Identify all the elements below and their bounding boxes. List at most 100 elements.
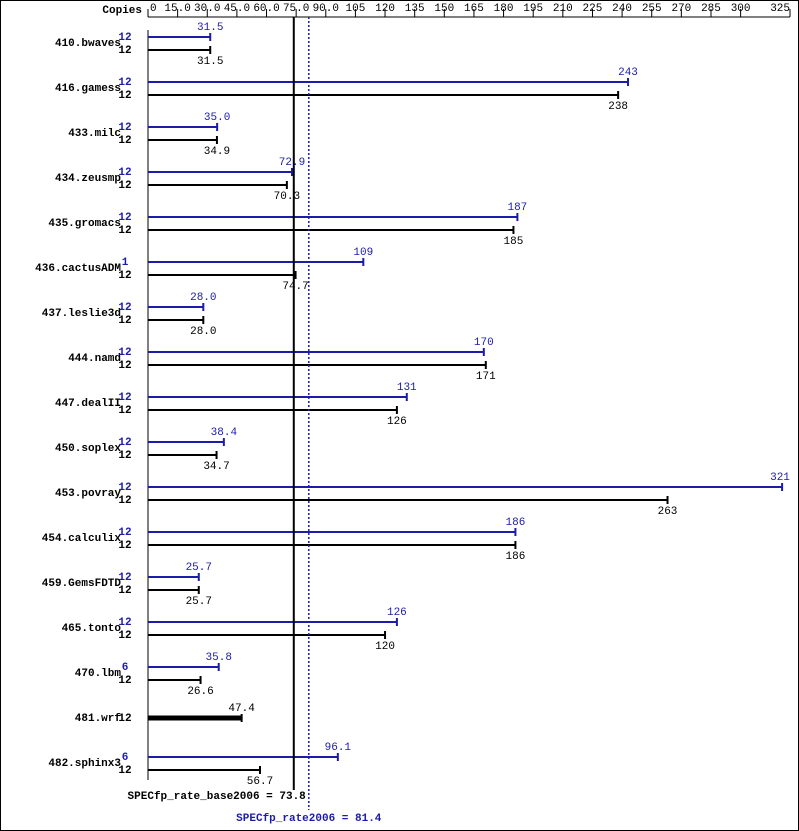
x-tick-label: 90.0 [313,3,339,15]
copies-label: 12 [118,32,131,44]
x-tick-label: 270 [671,3,691,15]
value-label: 321 [770,472,790,484]
value-label: 35.0 [204,112,230,124]
benchmark-label: 433.milc [68,128,121,140]
benchmark-label: 444.namd [68,353,121,365]
copies-label: 12 [118,122,131,134]
copies-label: 12 [118,765,131,777]
copies-label: 12 [118,347,131,359]
copies-label: 12 [118,135,131,147]
value-label: 72.9 [279,157,305,169]
copies-label: 12 [118,630,131,642]
value-label: 25.7 [186,562,212,574]
x-tick-label: 225 [583,3,603,15]
copies-label: 12 [118,90,131,102]
copies-label: 12 [118,167,131,179]
value-label: 34.7 [203,461,229,473]
copies-label: 12 [118,405,131,417]
benchmark-label: 410.bwaves [55,38,121,50]
value-label: 126 [387,607,407,619]
benchmark-label: 450.soplex [55,443,121,455]
copies-label: 12 [118,713,131,725]
copies-label: 12 [118,45,131,57]
copies-label: 12 [118,482,131,494]
value-label: 186 [506,551,526,563]
copies-label: 12 [118,225,131,237]
x-tick-label: 195 [523,3,543,15]
copies-header: Copies [102,5,142,17]
copies-label: 12 [118,450,131,462]
value-label: 70.3 [274,191,300,203]
x-tick-label: 300 [731,3,751,15]
x-tick-label: 0 [150,3,157,15]
value-label: 26.6 [187,686,213,698]
value-label: 28.0 [190,292,216,304]
x-tick-label: 325 [770,3,790,15]
x-tick-label: 240 [612,3,632,15]
benchmark-label: 481.wrf [75,713,122,725]
benchmark-label: 435.gromacs [48,218,121,230]
benchmark-label: 436.cactusADM [35,263,121,275]
x-tick-label: 255 [642,3,662,15]
benchmark-label: 454.calculix [42,533,122,545]
value-label: 185 [504,236,524,248]
benchmark-label: 434.zeusmp [55,173,121,185]
value-label: 25.7 [186,596,212,608]
benchmark-label: 459.GemsFDTD [42,578,122,590]
copies-label: 12 [118,360,131,372]
x-tick-label: 30.0 [194,3,220,15]
x-tick-label: 180 [494,3,514,15]
value-label: 243 [618,67,638,79]
value-label: 109 [353,247,373,259]
value-label: 34.9 [204,146,230,158]
benchmark-label: 482.sphinx3 [48,758,121,770]
x-tick-label: 45.0 [224,3,250,15]
copies-label: 12 [118,540,131,552]
copies-label: 12 [118,302,131,314]
x-tick-label: 165 [464,3,484,15]
copies-label: 12 [118,77,131,89]
copies-label: 6 [122,662,129,674]
value-label: 263 [658,506,678,518]
copies-label: 12 [118,585,131,597]
x-tick-label: 135 [405,3,425,15]
benchmark-label: 447.dealII [55,398,121,410]
copies-label: 12 [118,392,131,404]
value-label: 96.1 [325,742,352,754]
value-label: 38.4 [211,427,238,439]
copies-label: 12 [118,270,131,282]
x-tick-label: 150 [434,3,454,15]
benchmark-label: 453.povray [55,488,121,500]
copies-label: 12 [118,180,131,192]
benchmark-label: 416.gamess [55,83,121,95]
x-tick-label: 105 [346,3,366,15]
copies-label: 12 [118,437,131,449]
x-tick-label: 60.0 [253,3,279,15]
copies-label: 6 [122,752,129,764]
value-label: 35.8 [206,652,232,664]
copies-label: 12 [118,315,131,327]
value-label: 170 [474,337,494,349]
copies-label: 12 [118,572,131,584]
copies-label: 12 [118,617,131,629]
copies-label: 1 [122,257,129,269]
reference-label: SPECfp_rate_base2006 = 73.8 [128,791,307,803]
x-tick-label: 285 [701,3,721,15]
value-label: 31.5 [197,56,223,68]
value-label: 126 [387,416,407,428]
value-label: 47.4 [228,703,255,715]
value-label: 238 [608,101,628,113]
value-label: 74.7 [282,281,308,293]
value-label: 171 [476,371,496,383]
benchmark-label: 470.lbm [75,668,122,680]
value-label: 56.7 [247,776,273,788]
copies-label: 12 [118,675,131,687]
copies-label: 12 [118,212,131,224]
value-label: 131 [397,382,417,394]
value-label: 186 [506,517,526,529]
x-tick-label: 120 [375,3,395,15]
x-tick-label: 75.0 [283,3,309,15]
